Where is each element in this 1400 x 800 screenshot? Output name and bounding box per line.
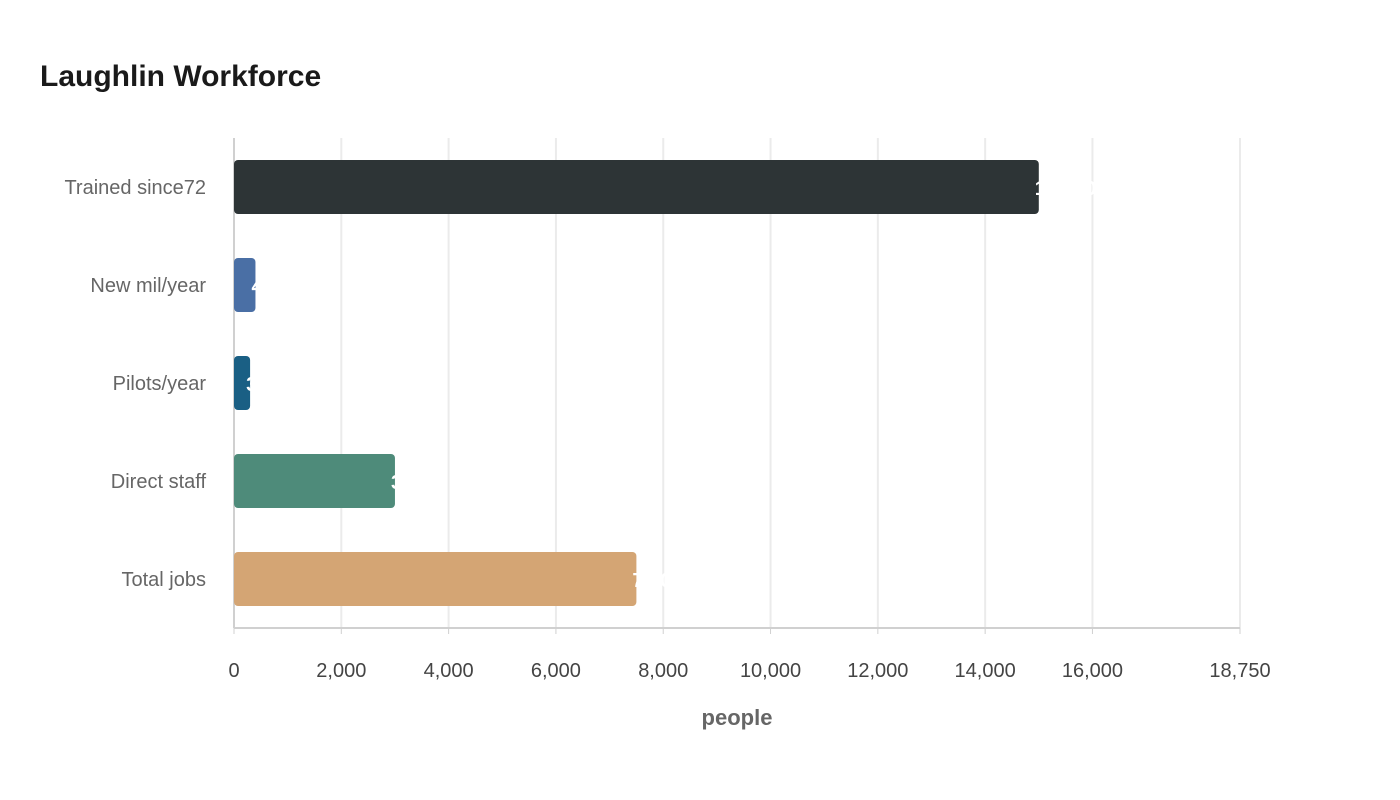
- y-tick-label: Total jobs: [122, 569, 207, 591]
- data-label: 15,000: [1035, 178, 1096, 200]
- bar-pilots-year: [234, 356, 251, 410]
- x-tick-label: 18,750: [1209, 660, 1270, 682]
- x-tick-label: 6,000: [531, 660, 581, 682]
- bar-trained-since72: [234, 160, 1039, 214]
- data-label: 400: [251, 276, 284, 298]
- chart-title: Laughlin Workforce: [40, 60, 322, 93]
- y-tick-label: New mil/year: [90, 275, 206, 297]
- data-label: 300: [246, 374, 279, 396]
- x-tick-label: 16,000: [1062, 660, 1123, 682]
- x-tick-label: 8,000: [638, 660, 688, 682]
- data-label: 3,000: [391, 472, 441, 494]
- bar-total-jobs: [234, 552, 637, 606]
- x-tick-label: 12,000: [847, 660, 908, 682]
- y-tick-label: Direct staff: [111, 471, 207, 493]
- y-tick-label: Trained since72: [64, 177, 206, 199]
- x-tick-label: 0: [228, 660, 239, 682]
- data-label: 7,500: [632, 570, 682, 592]
- bar-direct-staff: [234, 454, 395, 508]
- x-axis-title: people: [702, 705, 773, 730]
- y-tick-label: Pilots/year: [113, 373, 207, 395]
- bar-new-mil-year: [234, 258, 256, 312]
- x-tick-label: 14,000: [955, 660, 1016, 682]
- x-tick-label: 4,000: [424, 660, 474, 682]
- x-tick-label: 10,000: [740, 660, 801, 682]
- x-tick-label: 2,000: [316, 660, 366, 682]
